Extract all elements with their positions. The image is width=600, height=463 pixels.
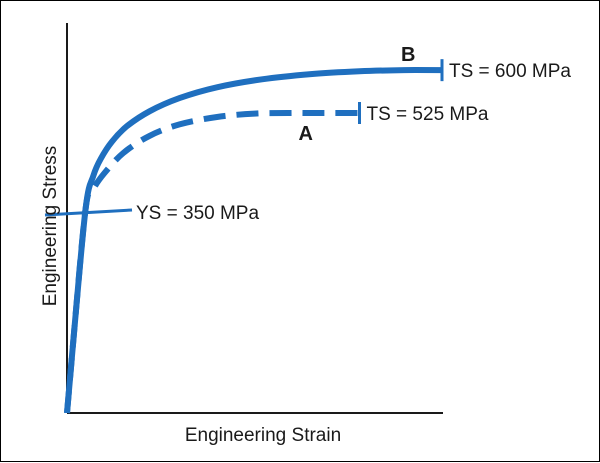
series-b-name: B: [401, 44, 415, 66]
series-b-curve: [64, 67, 443, 414]
y-axis-title: Engineering Stress: [40, 146, 61, 307]
series-a-name: A: [299, 123, 313, 145]
yield-strength-line: [44, 208, 133, 217]
series-a-ts-label: TS = 525 MPa: [367, 104, 489, 125]
series-a-curve: [64, 109, 360, 414]
series-b-ts-label: TS = 600 MPa: [449, 61, 571, 82]
yield-strength-label: YS = 350 MPa: [136, 203, 259, 224]
x-axis-title: Engineering Strain: [185, 425, 341, 446]
